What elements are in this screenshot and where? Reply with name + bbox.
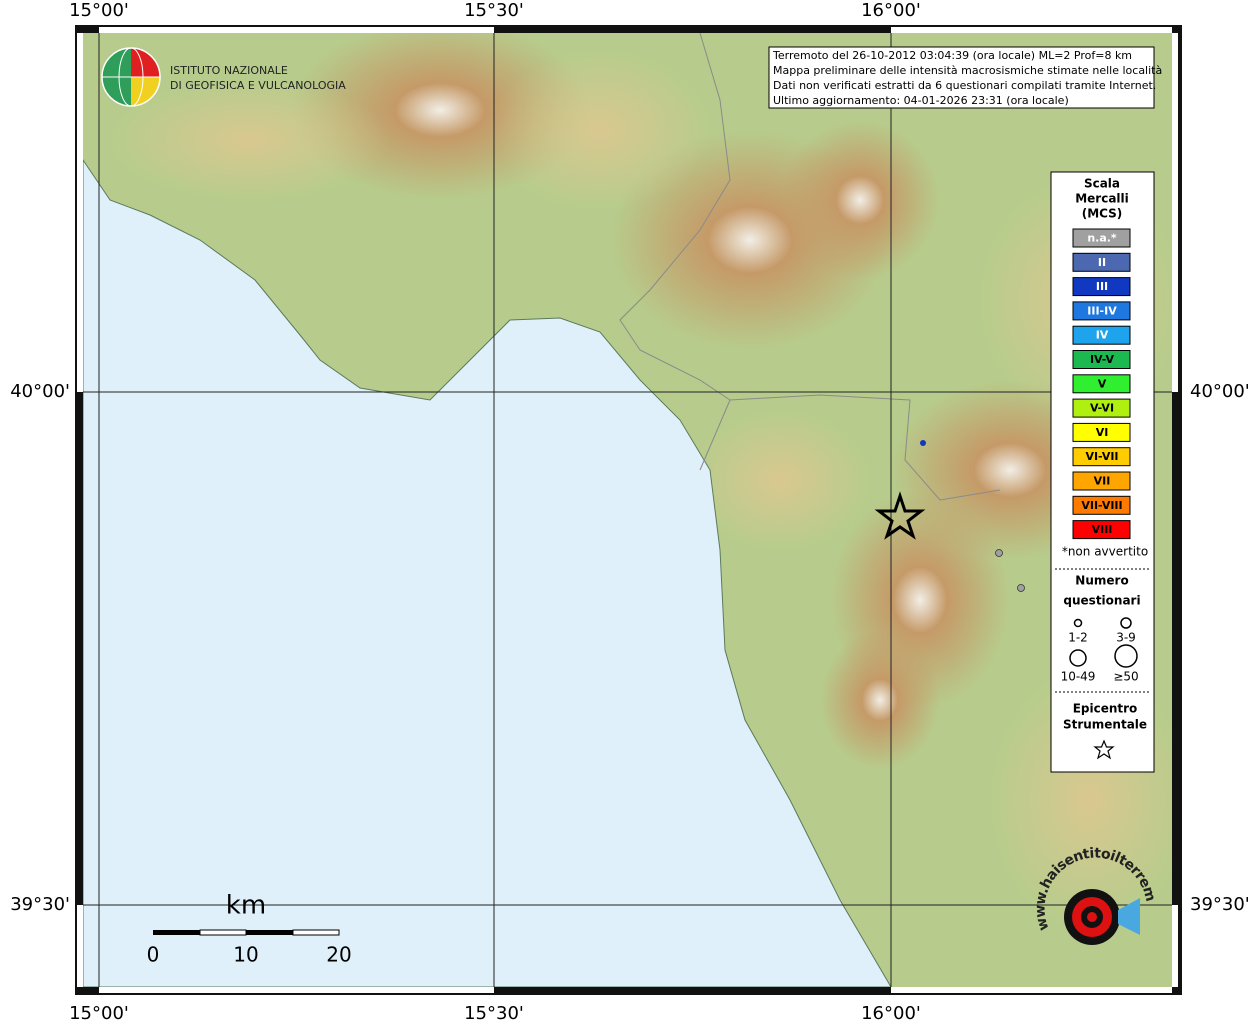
- legend-title: Strumentale: [1063, 718, 1147, 732]
- logo: ISTITUTO NAZIONALE DI GEOFISICA E VULCAN…: [101, 47, 346, 107]
- size-symbol: [1069, 649, 1087, 667]
- info-line: Dati non verificati estratti da 6 questi…: [773, 79, 1156, 92]
- legend-label: III: [1096, 280, 1108, 293]
- size-label: 1-2: [1068, 631, 1088, 645]
- legend-label: V-VI: [1090, 402, 1114, 415]
- legend-label: VIII: [1092, 523, 1113, 536]
- scale-tick-label: 0: [147, 943, 160, 967]
- size-label: ≥50: [1113, 670, 1138, 684]
- legend-swatch: [1072, 350, 1131, 369]
- epicenter: [874, 491, 926, 540]
- size-symbol: [1120, 617, 1132, 629]
- legend-title: (MCS): [1082, 207, 1123, 221]
- legend-swatch: [1072, 471, 1131, 491]
- legend-label: IV-V: [1090, 353, 1115, 366]
- legend-label: VII-VIII: [1081, 499, 1122, 512]
- scale-tick-label: 10: [233, 943, 258, 967]
- longitude-label: 15°00': [69, 0, 129, 21]
- size-symbol: [1073, 618, 1083, 628]
- epicenter-symbol: [1093, 739, 1115, 760]
- legend-content: ScalaMercalli(MCS)n.a.*IIIIIIII-IVIVIV-V…: [1055, 177, 1150, 760]
- logo-text: ISTITUTO NAZIONALE: [170, 64, 288, 77]
- intensity-point: [920, 440, 926, 446]
- legend-label: III-IV: [1087, 304, 1117, 317]
- legend-swatch: [1072, 277, 1131, 297]
- longitude-label: 15°00': [69, 1003, 129, 1024]
- coordinate-labels: 15°00' 15°00' 15°30' 15°30' 16°00' 16°00' 40°0…: [10, 0, 1250, 1024]
- longitude-label: 15°30': [464, 0, 524, 21]
- terrain: [83, 33, 1172, 987]
- legend-swatch: [1072, 374, 1131, 394]
- size-label: 3-9: [1116, 631, 1136, 645]
- scale-unit: km: [226, 891, 266, 921]
- longitude-label: 16°00': [861, 1003, 921, 1024]
- size-symbol: [1114, 644, 1138, 668]
- info-line: Terremoto del 26-10-2012 03:04:39 (ora l…: [772, 49, 1132, 62]
- scale-tick-label: 20: [326, 943, 351, 967]
- legend-swatch: [1072, 228, 1131, 248]
- legend-note: *non avvertito: [1062, 545, 1148, 559]
- latitude-label: 40°00': [1190, 381, 1250, 402]
- watermark-logo: [1064, 889, 1140, 945]
- legend-swatch: [1072, 447, 1131, 467]
- info-text: Terremoto del 26-10-2012 03:04:39 (ora l…: [772, 49, 1162, 107]
- legend-label: VI-VII: [1085, 450, 1118, 463]
- legend-label: II: [1098, 256, 1106, 269]
- legend-swatch: [1072, 398, 1131, 418]
- logo-text: DI GEOFISICA E VULCANOLOGIA: [170, 79, 346, 92]
- legend-label: VI: [1096, 426, 1109, 439]
- latitude-label: 40°00': [10, 381, 70, 402]
- info-box: [768, 46, 1155, 109]
- legend-title: Numero: [1075, 574, 1128, 588]
- legend-label: n.a.*: [1087, 232, 1117, 245]
- info-line: Ultimo aggiornamento: 04-01-2026 23:31 (…: [773, 94, 1069, 107]
- longitude-label: 16°00': [861, 0, 921, 21]
- legend-title: Scala: [1084, 177, 1120, 191]
- intensity-point: [995, 549, 1003, 557]
- legend-swatch: [1072, 325, 1131, 345]
- legend-label: V: [1098, 377, 1107, 390]
- legend-swatch: [1072, 422, 1131, 442]
- scale-bar: km 0 10 20: [147, 891, 352, 967]
- latitude-label: 39°30': [10, 894, 70, 915]
- legend-title: Epicentro: [1073, 702, 1138, 716]
- info-line: Mappa preliminare delle intensità macros…: [773, 64, 1162, 77]
- size-label: 10-49: [1061, 670, 1096, 684]
- legend-title: questionari: [1063, 594, 1140, 608]
- longitude-label: 15°30': [464, 1003, 524, 1024]
- legend-swatch: [1072, 495, 1131, 515]
- legend-swatch: [1072, 301, 1131, 321]
- legend-label: IV: [1096, 329, 1109, 342]
- legend-title: Mercalli: [1075, 192, 1129, 206]
- legend-label: VII: [1094, 475, 1111, 488]
- latitude-label: 39°30': [1190, 894, 1250, 915]
- intensity-point: [1017, 584, 1025, 592]
- legend-swatch: [1072, 520, 1131, 540]
- frame-bars: [77, 27, 1178, 993]
- legend-swatch: [1072, 252, 1131, 272]
